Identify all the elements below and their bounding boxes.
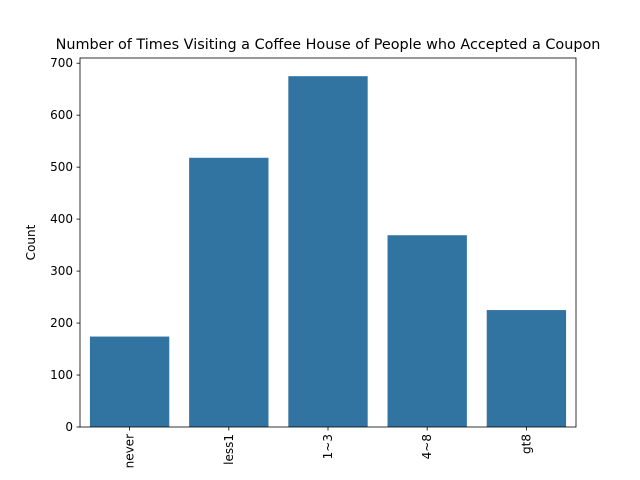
y-tick-label: 100 [50,368,73,382]
y-tick-label: 200 [50,316,73,330]
y-tick-label: 500 [50,160,73,174]
y-tick-label: 300 [50,264,73,278]
y-axis-label: Count [24,224,38,260]
bar-4 [486,310,567,427]
y-tick-label: 400 [50,212,73,226]
x-tick-label: gt8 [519,434,533,454]
bar-3 [387,235,467,427]
bar-1 [189,157,269,427]
x-axis: never less1 1~3 4~8 gt8 [123,427,533,468]
x-tick-label: 4~8 [420,434,434,459]
chart-title: Number of Times Visiting a Coffee House … [56,37,601,53]
x-tick-label: never [123,434,137,468]
y-tick-label: 700 [50,56,73,70]
y-axis: 0 100 200 300 400 500 600 700 [50,56,80,434]
bars-group [89,76,567,428]
x-tick-label: less1 [222,434,236,465]
x-tick-label: 1~3 [321,434,335,459]
bar-2 [288,76,368,428]
y-tick-label: 600 [50,108,73,122]
y-tick-label: 0 [65,420,73,434]
plot-frame [79,57,577,428]
bar-0 [89,336,170,427]
